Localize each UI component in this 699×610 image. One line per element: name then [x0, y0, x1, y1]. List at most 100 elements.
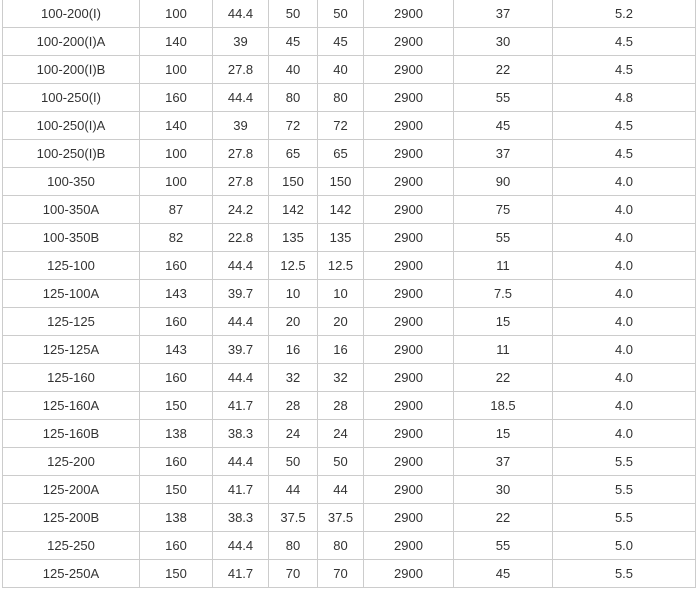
- table-cell: 50: [317, 447, 364, 476]
- table-cell: 4.0: [552, 167, 696, 196]
- table-row: 125-200 160 44.4 50 50 2900 37 5.5: [2, 447, 696, 476]
- table-cell-model: 125-200A: [2, 475, 140, 504]
- table-cell: 50: [317, 0, 364, 28]
- table-cell: 4.0: [552, 391, 696, 420]
- table-cell: 45: [317, 27, 364, 56]
- table-cell: 37.5: [268, 503, 318, 532]
- table-cell: 87: [139, 195, 213, 224]
- table-cell: 2900: [363, 251, 454, 280]
- table-row: 125-125A 143 39.7 16 16 2900 11 4.0: [2, 335, 696, 364]
- table-cell: 15: [453, 419, 553, 448]
- table-cell: 80: [268, 83, 318, 112]
- table-cell: 2900: [363, 503, 454, 532]
- table-cell: 2900: [363, 531, 454, 560]
- table-cell: 72: [268, 111, 318, 140]
- table-row: 125-125 160 44.4 20 20 2900 15 4.0: [2, 307, 696, 336]
- table-cell: 30: [453, 27, 553, 56]
- table-cell: 5.5: [552, 475, 696, 504]
- table-cell: 160: [139, 447, 213, 476]
- table-cell: 16: [317, 335, 364, 364]
- table-row: 100-200(I)B 100 27.8 40 40 2900 22 4.5: [2, 55, 696, 84]
- table-cell: 38.3: [212, 503, 269, 532]
- table-cell: 45: [268, 27, 318, 56]
- table-cell: 16: [268, 335, 318, 364]
- table-cell-model: 100-350A: [2, 195, 140, 224]
- table-cell: 135: [268, 223, 318, 252]
- table-cell: 28: [317, 391, 364, 420]
- table-cell: 100: [139, 0, 213, 28]
- table-cell-model: 125-100A: [2, 279, 140, 308]
- table-cell: 44: [317, 475, 364, 504]
- table-cell: 80: [317, 83, 364, 112]
- table-row: 125-100A 143 39.7 10 10 2900 7.5 4.0: [2, 279, 696, 308]
- table-row: 100-250(I)B 100 27.8 65 65 2900 37 4.5: [2, 139, 696, 168]
- table-cell: 55: [453, 531, 553, 560]
- table-cell: 24: [317, 419, 364, 448]
- table-cell-model: 125-160B: [2, 419, 140, 448]
- table-cell: 2900: [363, 475, 454, 504]
- table-cell: 140: [139, 27, 213, 56]
- table-cell: 44: [268, 475, 318, 504]
- table-cell: 138: [139, 419, 213, 448]
- table-cell: 41.7: [212, 391, 269, 420]
- table-cell: 22.8: [212, 223, 269, 252]
- table-row: 100-250(I) 160 44.4 80 80 2900 55 4.8: [2, 83, 696, 112]
- table-cell: 70: [268, 559, 318, 588]
- table-cell: 138: [139, 503, 213, 532]
- table-cell-model: 100-200(I)B: [2, 55, 140, 84]
- table-cell: 55: [453, 83, 553, 112]
- table-row: 125-250A 150 41.7 70 70 2900 45 5.5: [2, 559, 696, 588]
- table-cell: 38.3: [212, 419, 269, 448]
- table-cell: 28: [268, 391, 318, 420]
- table-row: 125-160A 150 41.7 28 28 2900 18.5 4.0: [2, 391, 696, 420]
- table-cell: 140: [139, 111, 213, 140]
- table-cell: 44.4: [212, 363, 269, 392]
- table-cell: 45: [453, 559, 553, 588]
- table-cell: 160: [139, 251, 213, 280]
- table-cell: 2900: [363, 111, 454, 140]
- table-cell: 11: [453, 251, 553, 280]
- table-cell: 2900: [363, 307, 454, 336]
- table-cell-model: 100-250(I): [2, 83, 140, 112]
- table-cell: 2900: [363, 139, 454, 168]
- table-cell: 4.0: [552, 419, 696, 448]
- table-cell: 65: [268, 139, 318, 168]
- table-cell: 2900: [363, 167, 454, 196]
- table-row: 100-200(I)A 140 39 45 45 2900 30 4.5: [2, 27, 696, 56]
- table-cell: 10: [268, 279, 318, 308]
- table-cell: 150: [139, 559, 213, 588]
- table-cell: 5.5: [552, 447, 696, 476]
- table-cell: 150: [139, 391, 213, 420]
- table-cell-model: 100-350: [2, 167, 140, 196]
- table-cell: 24: [268, 419, 318, 448]
- table-cell: 27.8: [212, 55, 269, 84]
- table-cell: 5.2: [552, 0, 696, 28]
- table-cell: 2900: [363, 55, 454, 84]
- table-cell: 39.7: [212, 279, 269, 308]
- table-cell-model: 125-250A: [2, 559, 140, 588]
- table-cell: 4.8: [552, 83, 696, 112]
- table-cell: 2900: [363, 335, 454, 364]
- table-cell: 160: [139, 307, 213, 336]
- table-cell: 45: [453, 111, 553, 140]
- table-row: 100-350A 87 24.2 142 142 2900 75 4.0: [2, 195, 696, 224]
- table-cell: 44.4: [212, 0, 269, 28]
- table-cell: 27.8: [212, 139, 269, 168]
- table-cell: 135: [317, 223, 364, 252]
- table-cell: 150: [139, 475, 213, 504]
- table-cell: 2900: [363, 83, 454, 112]
- table-cell: 2900: [363, 559, 454, 588]
- table-cell: 37: [453, 0, 553, 28]
- table-cell: 150: [317, 167, 364, 196]
- table-cell: 2900: [363, 419, 454, 448]
- table-cell: 2900: [363, 195, 454, 224]
- table-cell: 4.5: [552, 55, 696, 84]
- table-row: 100-200(I) 100 44.4 50 50 2900 37 5.2: [2, 0, 696, 28]
- table-cell: 44.4: [212, 251, 269, 280]
- table-cell: 4.0: [552, 223, 696, 252]
- table-cell: 32: [317, 363, 364, 392]
- table-cell-model: 125-125: [2, 307, 140, 336]
- table-cell: 4.0: [552, 251, 696, 280]
- table-cell: 4.0: [552, 335, 696, 364]
- table-cell-model: 125-200B: [2, 503, 140, 532]
